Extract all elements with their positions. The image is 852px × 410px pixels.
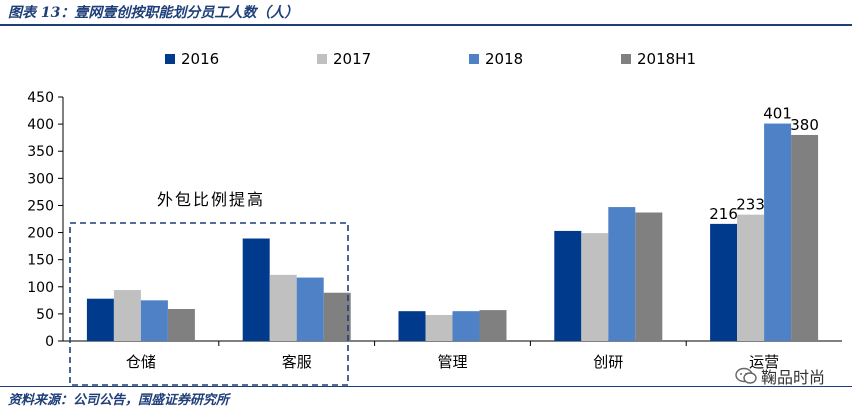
bar: [791, 134, 819, 341]
watermark: 鞠品时尚: [735, 364, 825, 388]
watermark-text: 鞠品时尚: [761, 368, 826, 387]
bar: [296, 277, 324, 341]
source-rule: [0, 386, 852, 387]
bar: [398, 311, 426, 341]
bar: [269, 274, 297, 341]
bar: [635, 212, 663, 341]
title-rule: [0, 24, 852, 26]
y-tick-label: 300: [27, 171, 54, 187]
data-label: 401: [763, 105, 792, 123]
bar: [452, 311, 480, 341]
bar: [608, 207, 636, 341]
bar: [710, 223, 738, 341]
bar: [737, 214, 765, 341]
bar: [167, 309, 195, 341]
legend: 2016 2017 2018 2018H1: [165, 50, 696, 68]
y-tick-label: 50: [36, 307, 54, 323]
bar: [425, 314, 453, 341]
legend-label: 2018H1: [637, 50, 696, 68]
x-tick-label: 创研: [593, 353, 623, 371]
bar: [242, 238, 270, 341]
data-label: 233: [736, 196, 765, 214]
bar: [554, 230, 582, 341]
annotation-text: 外包比例提高: [157, 190, 265, 209]
y-tick-label: 250: [27, 198, 54, 214]
y-tick-label: 100: [27, 280, 54, 296]
bars: [86, 123, 819, 342]
y-tick-label: 150: [27, 253, 54, 269]
x-tick-label: 运营: [749, 353, 779, 371]
legend-swatch: [317, 54, 327, 64]
data-label: 380: [790, 116, 819, 134]
y-tick-label: 0: [45, 334, 54, 350]
x-tick-label: 客服: [282, 353, 312, 371]
legend-label: 2018: [485, 50, 523, 68]
figure-title: 图表 13：壹网壹创按职能划分员工人数（人）: [8, 5, 299, 21]
source-note: 资料来源：公司公告，国盛证券研究所: [8, 393, 230, 408]
y-tick-label: 200: [27, 226, 54, 242]
bar: [113, 290, 141, 341]
bar-chart: 2016 2017 2018 2018H1 0 50 100 150 200 250 300 350…: [27, 50, 842, 386]
bar: [581, 233, 609, 341]
bar: [764, 123, 792, 342]
x-tick-label: 仓储: [126, 353, 156, 371]
legend-swatch: [469, 54, 479, 64]
legend-swatch: [165, 54, 175, 64]
y-tick-label: 350: [27, 144, 54, 160]
legend-swatch: [621, 54, 631, 64]
legend-label: 2017: [333, 50, 371, 68]
legend-label: 2016: [181, 50, 219, 68]
x-tick-label: 管理: [437, 353, 467, 371]
bar: [86, 298, 114, 341]
bar: [479, 310, 507, 341]
y-tick-label: 400: [27, 117, 54, 133]
data-label: 216: [709, 205, 738, 223]
bar: [323, 292, 351, 341]
bar: [140, 300, 168, 341]
wechat-icon: [735, 367, 757, 384]
y-tick-label: 450: [27, 90, 54, 106]
